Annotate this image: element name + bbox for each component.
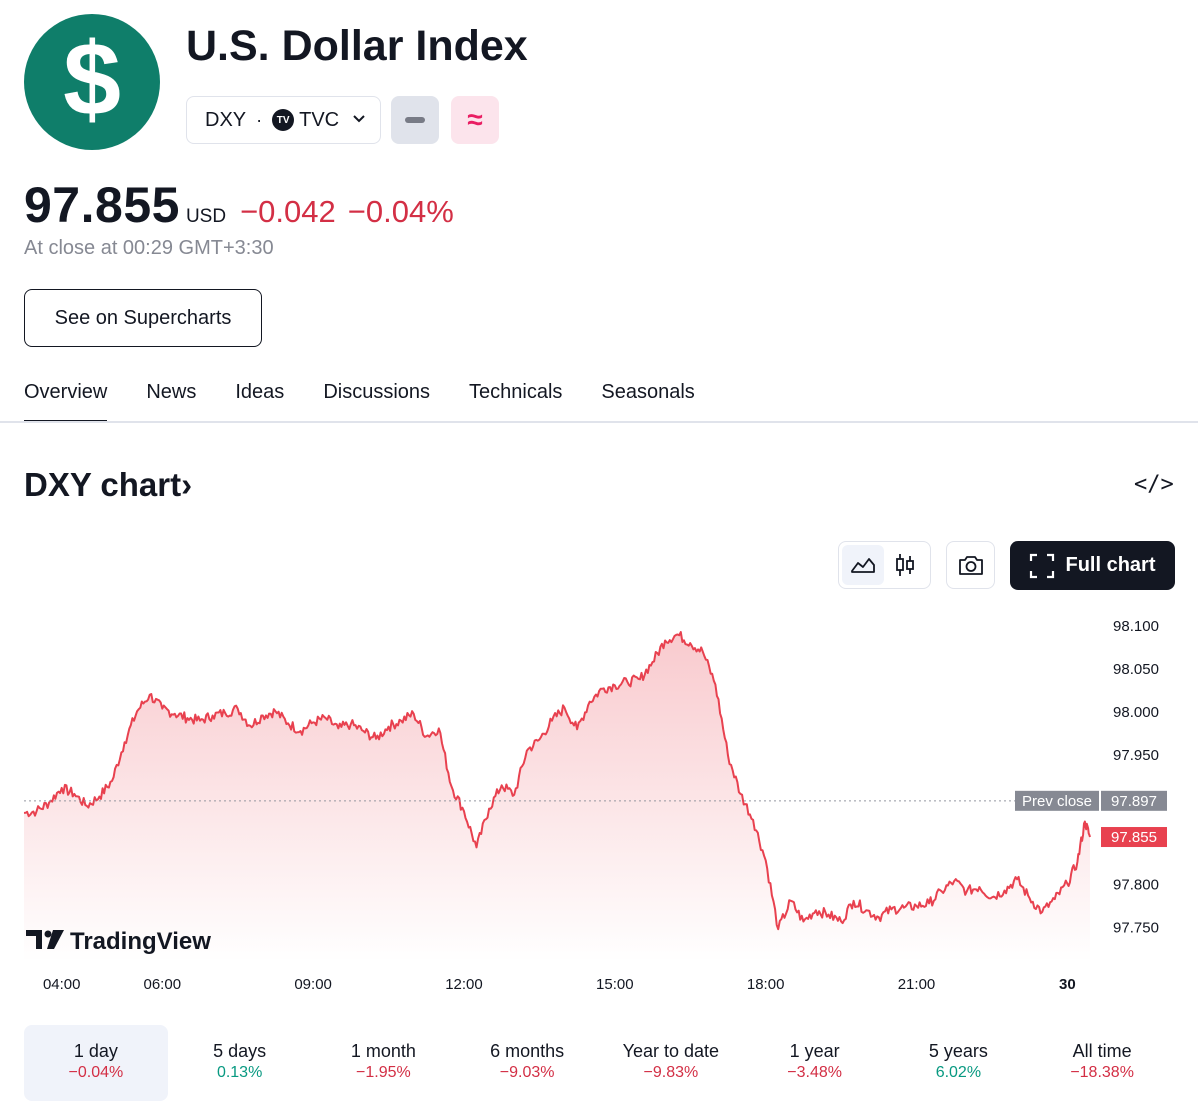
separator-dot: · xyxy=(256,109,263,130)
minus-icon xyxy=(405,117,425,123)
range-year-to-date[interactable]: Year to date −9.83% xyxy=(599,1025,743,1101)
price-change-percent: −0.04% xyxy=(347,194,454,229)
chart-svg[interactable]: Prev close 97.897 97.855 98.100 98.050 98.000… xyxy=(0,600,1198,1010)
x-tick-label: 15:00 xyxy=(596,976,634,993)
x-tick-label: 30 xyxy=(1059,976,1076,993)
see-on-supercharts-button[interactable]: See on Supercharts xyxy=(24,289,262,347)
tradingview-logo-dot xyxy=(44,930,52,938)
range-1-month[interactable]: 1 month −1.95% xyxy=(312,1025,456,1101)
range-5-years[interactable]: 5 years 6.02% xyxy=(887,1025,1031,1101)
last-price-label: 97.855 xyxy=(1111,829,1157,846)
range-selector: 1 day −0.04% 5 days 0.13% 1 month −1.95%… xyxy=(24,1025,1174,1101)
price-area-fill xyxy=(24,632,1090,962)
tab-news[interactable]: News xyxy=(146,381,197,403)
full-chart-label: Full chart xyxy=(1065,554,1156,576)
range-label: 1 year xyxy=(789,1041,840,1061)
flag-button[interactable] xyxy=(391,96,439,144)
last-price: 97.855 xyxy=(24,177,180,233)
dollar-sign-icon: $ xyxy=(63,22,121,138)
approx-icon: ≈ xyxy=(467,104,483,135)
prev-close-value-bg xyxy=(1101,790,1167,811)
symbol-label: DXY xyxy=(205,108,247,131)
y-tick-label: 97.800 xyxy=(1113,876,1159,893)
y-tick-label: 98.100 xyxy=(1113,618,1159,635)
chart-style-toggle xyxy=(838,541,931,589)
range-label: All time xyxy=(1072,1041,1132,1061)
range-label: 5 days xyxy=(213,1041,267,1061)
dxy-logo: $ xyxy=(24,14,160,150)
price-chart[interactable]: Prev close 97.897 97.855 98.100 98.050 98.000… xyxy=(0,600,1198,1010)
range-label: 5 years xyxy=(928,1041,988,1061)
range-change: −9.83% xyxy=(643,1064,699,1081)
last-price-label-bg xyxy=(1101,827,1167,848)
tradingview-icon: TV xyxy=(272,109,295,131)
price-change: −0.042 xyxy=(240,194,336,229)
tab-discussions[interactable]: Discussions xyxy=(323,381,431,403)
tab-seasonals[interactable]: Seasonals xyxy=(601,381,695,403)
approx-button[interactable]: ≈ xyxy=(451,96,499,144)
range-change: 6.02% xyxy=(935,1064,982,1081)
embed-code-icon[interactable]: </> xyxy=(1134,472,1174,497)
range-1-day[interactable]: 1 day −0.04% xyxy=(24,1025,168,1101)
fullscreen-icon xyxy=(1030,553,1055,578)
snapshot-button[interactable] xyxy=(946,541,995,589)
tradingview-logo-mark xyxy=(26,930,42,949)
x-tick-label: 21:00 xyxy=(898,976,936,993)
x-tick-label: 12:00 xyxy=(445,976,483,993)
range-5-days[interactable]: 5 days 0.13% xyxy=(168,1025,312,1101)
tradingview-logo-slash xyxy=(47,930,64,949)
tradingview-watermark: TradingView xyxy=(70,928,211,955)
area-chart-icon xyxy=(851,558,875,573)
tabs-divider xyxy=(0,421,1198,423)
symbol-exchange-selector[interactable]: DXY · TV TVC xyxy=(186,96,381,144)
range-change: −9.03% xyxy=(499,1064,555,1081)
exchange-label: TVC xyxy=(299,108,340,131)
range-6-months[interactable]: 6 months −9.03% xyxy=(455,1025,599,1101)
range-change: −0.04% xyxy=(68,1064,124,1081)
price-row: 97.855 USD −0.042 −0.04% xyxy=(24,176,454,234)
candles-icon xyxy=(896,554,914,576)
close-time: At close at 00:29 GMT+3:30 xyxy=(24,237,274,259)
range-1-year[interactable]: 1 year −3.48% xyxy=(743,1025,887,1101)
tab-technicals[interactable]: Technicals xyxy=(469,381,563,403)
currency-label: USD xyxy=(185,206,227,227)
x-tick-label: 04:00 xyxy=(43,976,81,993)
candles-chart-button[interactable] xyxy=(884,545,926,585)
page-title: U.S. Dollar Index xyxy=(186,22,528,70)
range-label: 1 day xyxy=(73,1041,118,1061)
range-change: −3.48% xyxy=(787,1064,842,1081)
range-all-time[interactable]: All time −18.38% xyxy=(1030,1025,1174,1101)
y-tick-label: 97.750 xyxy=(1113,920,1159,937)
area-chart-button[interactable] xyxy=(842,545,884,585)
range-label: Year to date xyxy=(622,1041,720,1061)
range-change: −18.38% xyxy=(1070,1064,1134,1081)
range-change: −1.95% xyxy=(356,1064,411,1081)
y-tick-label: 97.950 xyxy=(1113,747,1159,764)
range-label: 6 months xyxy=(490,1041,565,1061)
chevron-down-icon xyxy=(352,111,366,129)
range-label: 1 month xyxy=(350,1041,416,1061)
tab-ideas[interactable]: Ideas xyxy=(235,381,285,403)
y-tick-label: 98.050 xyxy=(1113,661,1159,678)
x-tick-label: 06:00 xyxy=(144,976,182,993)
price-line xyxy=(23,631,1091,931)
prev-close-label: Prev close xyxy=(1022,793,1092,810)
x-tick-label: 09:00 xyxy=(294,976,332,993)
full-chart-button[interactable]: Full chart xyxy=(1010,541,1175,590)
tab-bar: Overview News Ideas Discussions Technica… xyxy=(24,381,734,423)
chart-section-title[interactable]: DXY chart› xyxy=(24,466,193,503)
tab-overview[interactable]: Overview xyxy=(24,381,108,423)
x-tick-label: 18:00 xyxy=(747,976,785,993)
y-tick-label: 98.000 xyxy=(1113,704,1159,721)
range-change: 0.13% xyxy=(216,1064,263,1081)
camera-icon xyxy=(958,556,983,575)
prev-close-value: 97.897 xyxy=(1111,793,1157,810)
prev-close-label-bg xyxy=(1015,790,1099,811)
